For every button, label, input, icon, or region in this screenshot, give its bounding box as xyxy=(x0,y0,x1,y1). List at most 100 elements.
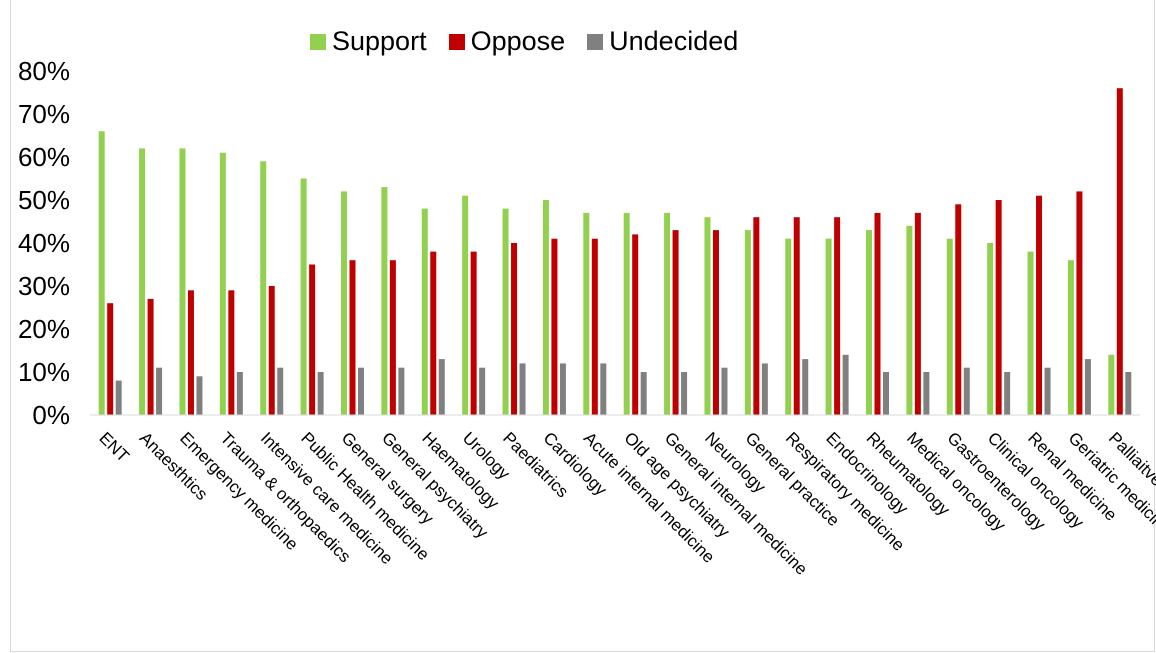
bar-undecided xyxy=(721,367,728,415)
bar-support xyxy=(381,187,388,415)
legend-item-oppose: Oppose xyxy=(448,26,566,57)
legend-label-oppose: Oppose xyxy=(470,26,566,56)
bar-undecided xyxy=(681,372,688,415)
y-tick-label: 40% xyxy=(18,228,70,258)
bar-undecided xyxy=(600,363,607,415)
bar-oppose xyxy=(712,230,719,415)
bar-support xyxy=(341,191,347,415)
bar-undecided xyxy=(317,372,324,415)
bar-undecided xyxy=(519,363,526,415)
legend-label-support: Support xyxy=(332,26,427,56)
bar-undecided xyxy=(1004,372,1011,415)
bar-support xyxy=(542,200,549,415)
legend-label-undecided: Undecided xyxy=(609,26,739,56)
bar-undecided xyxy=(1044,367,1051,415)
bar-support xyxy=(300,178,307,415)
bar-oppose xyxy=(511,243,518,415)
bar-support xyxy=(1108,354,1115,415)
bar-oppose xyxy=(672,230,679,415)
y-tick-label: 0% xyxy=(32,400,70,430)
legend-item-support: Support xyxy=(310,26,427,57)
bar-undecided xyxy=(883,372,889,415)
bar-support xyxy=(98,131,105,415)
bar-oppose xyxy=(228,290,235,415)
bar-oppose xyxy=(551,238,558,415)
chart-legend: Support Oppose Undecided xyxy=(310,26,760,57)
bar-undecided xyxy=(438,359,445,415)
bar-support xyxy=(946,238,953,415)
bar-oppose xyxy=(309,264,316,415)
bar-support xyxy=(664,212,671,415)
bar-support xyxy=(906,225,913,415)
bar-oppose xyxy=(834,217,841,415)
bar-support xyxy=(583,212,590,415)
bar-oppose xyxy=(268,286,275,415)
bar-oppose xyxy=(914,212,921,415)
bar-undecided xyxy=(640,372,647,415)
bar-undecided xyxy=(156,367,163,415)
bar-support xyxy=(987,243,994,415)
bar-undecided xyxy=(761,363,768,415)
y-tick-label: 80% xyxy=(18,56,70,86)
chart-frame xyxy=(10,0,1155,652)
bar-support xyxy=(785,238,792,415)
bar-support xyxy=(704,217,711,415)
bar-undecided xyxy=(196,376,203,415)
bar-oppose xyxy=(1036,195,1043,415)
bar-support xyxy=(260,161,267,415)
bar-support xyxy=(219,152,226,415)
y-tick-label: 20% xyxy=(18,314,70,344)
bar-undecided xyxy=(277,367,284,415)
bar-oppose xyxy=(632,234,639,415)
legend-item-undecided: Undecided xyxy=(587,26,738,57)
bar-support xyxy=(623,212,630,415)
bar-support xyxy=(179,148,186,415)
bar-support xyxy=(866,230,872,415)
bar-oppose xyxy=(995,200,1002,415)
legend-swatch-support xyxy=(310,33,326,50)
bar-undecided xyxy=(802,359,809,415)
bar-support xyxy=(502,208,509,415)
legend-swatch-undecided xyxy=(587,33,604,50)
y-tick-label: 10% xyxy=(18,357,70,387)
legend-swatch-oppose xyxy=(448,33,465,50)
bar-support xyxy=(744,230,751,415)
bar-support xyxy=(1027,251,1034,415)
bar-oppose xyxy=(470,251,477,415)
y-tick-label: 30% xyxy=(18,271,70,301)
bar-oppose xyxy=(430,251,437,415)
bar-oppose xyxy=(1116,88,1123,415)
y-tick-label: 60% xyxy=(18,142,70,172)
bar-oppose xyxy=(389,260,396,415)
bar-support xyxy=(139,148,146,415)
y-tick-label: 50% xyxy=(18,185,70,215)
bar-oppose xyxy=(107,303,114,415)
bar-undecided xyxy=(963,367,970,415)
bar-oppose xyxy=(793,217,800,415)
bar-undecided xyxy=(923,372,930,415)
bar-support xyxy=(825,238,832,415)
bar-undecided xyxy=(559,363,566,415)
bar-undecided xyxy=(398,367,405,415)
bar-oppose xyxy=(955,204,962,415)
bar-support xyxy=(462,195,469,415)
bar-undecided xyxy=(479,367,486,415)
bar-oppose xyxy=(753,217,760,415)
bar-oppose xyxy=(187,290,194,415)
bar-oppose xyxy=(1076,191,1083,415)
y-tick-label: 70% xyxy=(18,99,70,129)
bar-oppose xyxy=(591,238,598,415)
x-tick-label: ENT xyxy=(95,428,132,465)
bar-undecided xyxy=(115,380,122,415)
bar-undecided xyxy=(1084,359,1091,415)
bar-support xyxy=(1067,260,1074,415)
bar-oppose xyxy=(147,298,154,415)
bar-undecided xyxy=(358,367,364,415)
bar-support xyxy=(421,208,428,415)
bar-oppose xyxy=(874,212,881,415)
bar-undecided xyxy=(236,372,243,415)
bar-undecided xyxy=(842,354,849,415)
bar-oppose xyxy=(349,260,356,415)
bar-undecided xyxy=(1125,372,1132,415)
